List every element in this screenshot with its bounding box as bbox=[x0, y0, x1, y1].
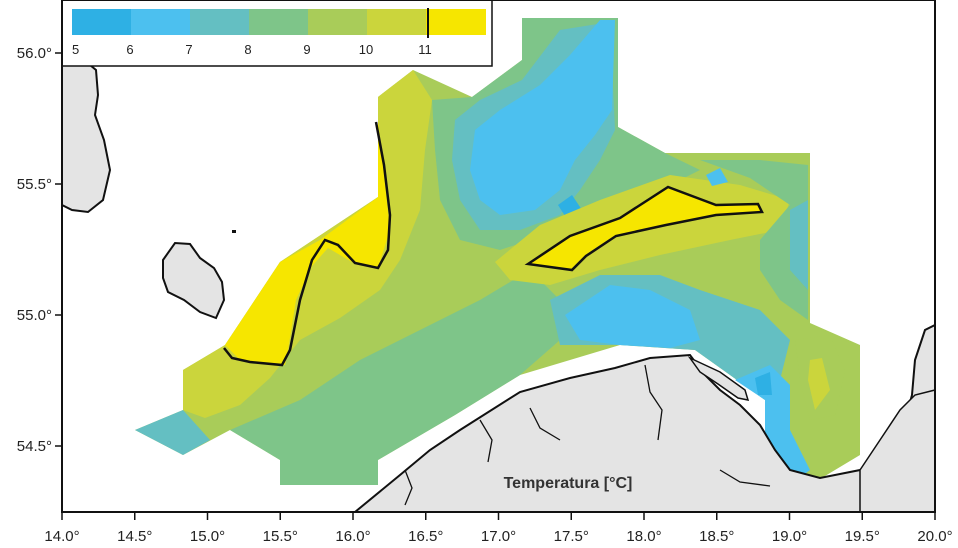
x-tick-label: 14.0° bbox=[44, 528, 79, 545]
zone-9 bbox=[135, 18, 860, 485]
legend-label: 5 bbox=[72, 42, 79, 57]
zone-8-south bbox=[230, 270, 560, 485]
isotherm-dot bbox=[232, 230, 236, 233]
legend-label: 10 bbox=[359, 42, 373, 57]
x-tick-label: 19.5° bbox=[845, 528, 880, 545]
land-bornholm bbox=[162, 241, 226, 320]
y-tick-label: 56.0° bbox=[17, 45, 52, 62]
isotherm-east bbox=[524, 185, 764, 272]
isotherm-west bbox=[223, 121, 392, 367]
legend: 5 6 7 8 9 10 11 bbox=[61, 0, 493, 67]
land-scania bbox=[61, 59, 112, 214]
legend-swatch bbox=[308, 9, 367, 35]
river-1 bbox=[479, 419, 493, 463]
x-axis: 14.0° 14.5° 15.0° 15.5° 16.0° 16.5° 17.0° 17.5°… bbox=[44, 512, 953, 545]
x-tick-label: 16.0° bbox=[335, 528, 370, 545]
zone-7-southwest bbox=[135, 410, 210, 455]
legend-label: 9 bbox=[303, 42, 310, 57]
river-3 bbox=[644, 364, 663, 441]
x-tick-label: 19.0° bbox=[772, 528, 807, 545]
legend-swatch bbox=[249, 9, 308, 35]
legend-labels: 5 6 7 8 9 10 11 bbox=[72, 42, 432, 57]
y-tick-label: 55.0° bbox=[17, 307, 52, 324]
legend-label: 11 bbox=[418, 42, 432, 57]
zone-10-east bbox=[808, 358, 830, 410]
zone-6-east bbox=[735, 365, 810, 485]
x-tick-label: 20.0° bbox=[917, 528, 952, 545]
zone-8-east bbox=[700, 160, 808, 320]
legend-label: 7 bbox=[185, 42, 192, 57]
river-4 bbox=[719, 469, 771, 487]
y-tick-label: 54.5° bbox=[17, 438, 52, 455]
legend-swatches bbox=[72, 9, 486, 35]
zone-6-east-spot bbox=[706, 168, 728, 186]
map-title: Temperatura [°C] bbox=[504, 475, 633, 492]
x-tick-label: 14.5° bbox=[117, 528, 152, 545]
legend-label: 8 bbox=[244, 42, 251, 57]
land-east-coast bbox=[859, 389, 936, 513]
x-tick-label: 15.5° bbox=[263, 528, 298, 545]
river-5 bbox=[529, 407, 561, 441]
legend-swatch bbox=[367, 9, 426, 35]
isotherm-11 bbox=[223, 121, 764, 367]
legend-swatch bbox=[190, 9, 249, 35]
x-tick-label: 16.5° bbox=[408, 528, 443, 545]
y-axis: 56.0° 55.5° 55.0° 54.5° bbox=[17, 45, 62, 455]
land-poland bbox=[352, 323, 936, 513]
x-tick-label: 15.0° bbox=[190, 528, 225, 545]
river-2 bbox=[404, 469, 413, 506]
zone-5-east bbox=[755, 372, 772, 395]
legend-label: 6 bbox=[126, 42, 133, 57]
x-tick-label: 17.5° bbox=[554, 528, 589, 545]
legend-swatch bbox=[426, 9, 486, 35]
x-tick-label: 17.0° bbox=[481, 528, 516, 545]
land bbox=[61, 59, 936, 513]
zone-11-west bbox=[225, 120, 390, 365]
zone-6-north bbox=[470, 20, 615, 215]
zone-7-east bbox=[790, 200, 808, 290]
legend-swatch bbox=[72, 9, 131, 35]
land-hel bbox=[687, 356, 750, 401]
y-tick-label: 55.5° bbox=[17, 176, 52, 193]
zone-6-southcentral bbox=[565, 285, 700, 348]
x-tick-label: 18.5° bbox=[699, 528, 734, 545]
temperature-field bbox=[135, 18, 860, 485]
legend-swatch bbox=[131, 9, 190, 35]
x-tick-label: 18.0° bbox=[626, 528, 661, 545]
